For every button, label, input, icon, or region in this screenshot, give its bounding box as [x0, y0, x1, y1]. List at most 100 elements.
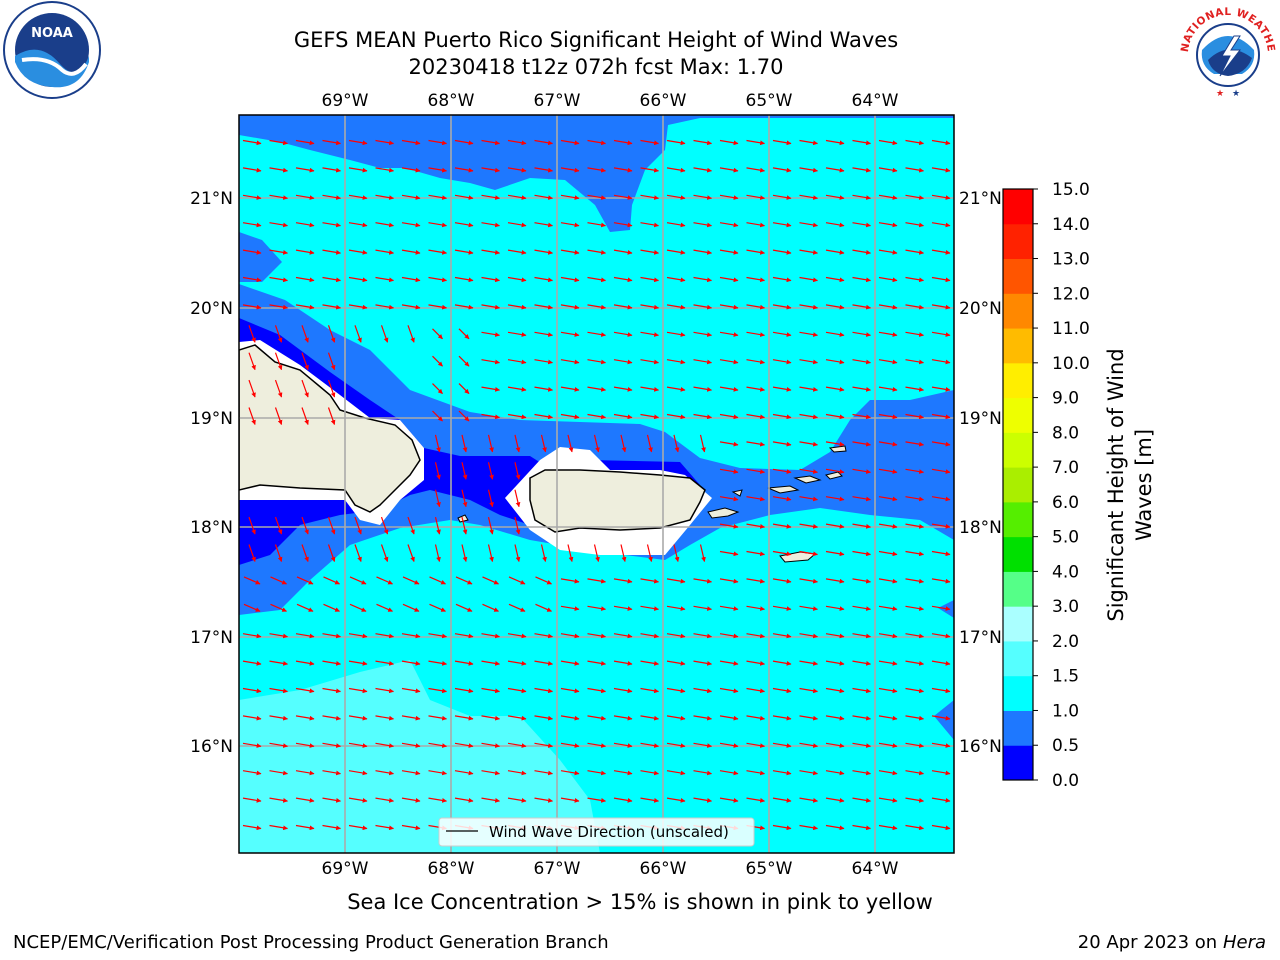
lon-label: 68°W	[428, 91, 475, 111]
wave-direction-arrow	[852, 523, 871, 529]
wave-direction-arrow	[295, 167, 315, 173]
lon-label: 68°W	[428, 859, 475, 879]
wave-direction-arrow	[666, 194, 686, 200]
wave-direction-arrow	[454, 249, 474, 255]
wave-direction-arrow	[301, 379, 309, 398]
wave-direction-arrow	[666, 578, 686, 584]
wave-direction-arrow	[799, 468, 818, 474]
wave-direction-arrow	[719, 578, 739, 584]
wave-direction-arrow	[428, 249, 447, 255]
wave-direction-arrow	[375, 660, 394, 666]
wave-direction-arrow	[746, 770, 765, 776]
wave-direction-arrow	[348, 660, 368, 666]
footer-host: Hera	[1222, 932, 1266, 953]
wave-direction-arrow	[640, 797, 659, 803]
wave-direction-arrow	[454, 194, 474, 200]
lat-label: 19°N	[190, 409, 233, 429]
wave-direction-arrow	[719, 167, 739, 173]
wave-direction-arrow	[719, 468, 739, 474]
wave-direction-arrow	[931, 770, 951, 776]
wave-direction-arrow	[799, 742, 818, 748]
wave-direction-arrow	[666, 605, 686, 611]
lat-label: 17°N	[959, 628, 1002, 648]
wave-direction-arrow	[269, 194, 288, 200]
wave-direction-arrow	[878, 222, 898, 228]
wave-direction-arrow	[507, 770, 527, 776]
wave-direction-arrow	[301, 407, 309, 425]
wave-direction-arrow	[327, 407, 336, 425]
wave-direction-arrow	[348, 139, 368, 146]
wave-direction-arrow	[699, 434, 706, 453]
wave-direction-arrow	[587, 249, 606, 255]
wave-direction-arrow	[693, 222, 712, 228]
wave-direction-arrow	[613, 139, 633, 146]
wave-direction-arrow	[719, 222, 739, 228]
wave-direction-arrow	[852, 742, 871, 748]
wave-direction-arrow	[322, 222, 341, 228]
colorbar-tick-label: 4.0	[1052, 562, 1079, 582]
wave-direction-arrow	[560, 304, 580, 310]
wave-direction-arrow	[640, 139, 659, 146]
wave-direction-arrow	[931, 249, 951, 255]
wave-direction-arrow	[455, 576, 473, 585]
wave-direction-arrow	[931, 139, 951, 146]
wave-direction-arrow	[507, 797, 527, 803]
wave-direction-arrow	[666, 633, 686, 639]
wave-direction-arrow	[322, 167, 341, 173]
wave-direction-arrow	[402, 576, 420, 585]
wave-direction-arrow	[799, 249, 818, 255]
wave-direction-arrow	[640, 578, 659, 584]
wave-direction-arrow	[587, 413, 606, 420]
wave-direction-arrow	[746, 715, 765, 721]
wave-direction-arrow	[322, 249, 341, 255]
wave-direction-arrow	[620, 544, 627, 562]
wave-direction-arrow	[799, 550, 818, 557]
wave-direction-arrow	[772, 550, 792, 557]
wave-direction-arrow	[878, 605, 898, 611]
wave-direction-arrow	[613, 194, 633, 200]
chart-title: GEFS MEAN Puerto Rico Significant Height…	[293, 28, 899, 52]
wave-direction-arrow	[931, 441, 951, 447]
wave-direction-arrow	[401, 660, 421, 666]
wave-direction-arrow	[454, 633, 474, 639]
wave-direction-arrow	[322, 715, 341, 721]
wave-direction-arrow	[905, 770, 924, 776]
wave-direction-arrow	[380, 325, 389, 343]
colorbar-swatch	[1003, 293, 1033, 329]
wave-direction-arrow	[407, 516, 415, 535]
lon-label: 66°W	[640, 91, 687, 111]
wave-direction-arrow	[746, 550, 765, 557]
wave-direction-arrow	[905, 276, 924, 283]
wave-direction-arrow	[296, 603, 314, 612]
wave-direction-arrow	[560, 331, 580, 337]
land-virgin-gorda	[825, 471, 843, 480]
colorbar-tick-label: 7.0	[1052, 458, 1079, 478]
land-mona	[457, 514, 469, 523]
wave-direction-arrow	[905, 550, 924, 557]
wave-direction-arrow	[242, 770, 262, 776]
wave-direction-arrow	[375, 824, 394, 831]
wave-direction-arrow	[719, 441, 739, 447]
wave-direction-arrow	[825, 359, 845, 365]
wave-direction-arrow	[613, 660, 633, 666]
wave-direction-arrow	[428, 304, 447, 310]
wave-direction-arrow	[746, 605, 765, 611]
colorbar: 0.0 0.5 1.0 1.5 2.0 3.0 4.0 5.0 6.0 7.0 8.0 9.0 10.0…	[1002, 180, 1156, 791]
wave-direction-arrow	[825, 797, 845, 803]
wave-direction-arrow	[432, 355, 443, 367]
wave-direction-arrow	[274, 379, 283, 398]
wave-direction-arrow	[825, 249, 845, 255]
wave-direction-arrow	[534, 633, 553, 639]
wave-direction-arrow	[772, 496, 792, 502]
wave-direction-arrow	[534, 413, 553, 420]
wave-direction-arrow	[428, 194, 447, 200]
sea-ice-caption: Sea Ice Concentration > 15% is shown in …	[347, 890, 933, 914]
wave-direction-arrow	[348, 797, 368, 803]
colorbar-tick-label: 3.0	[1052, 597, 1079, 617]
wave-direction-arrow	[640, 413, 659, 420]
wave-direction-arrow	[613, 167, 633, 173]
wave-direction-arrow	[640, 276, 659, 283]
wave-direction-arrow	[481, 386, 500, 392]
colorbar-swatch	[1003, 362, 1033, 399]
lon-label: 67°W	[534, 859, 581, 879]
